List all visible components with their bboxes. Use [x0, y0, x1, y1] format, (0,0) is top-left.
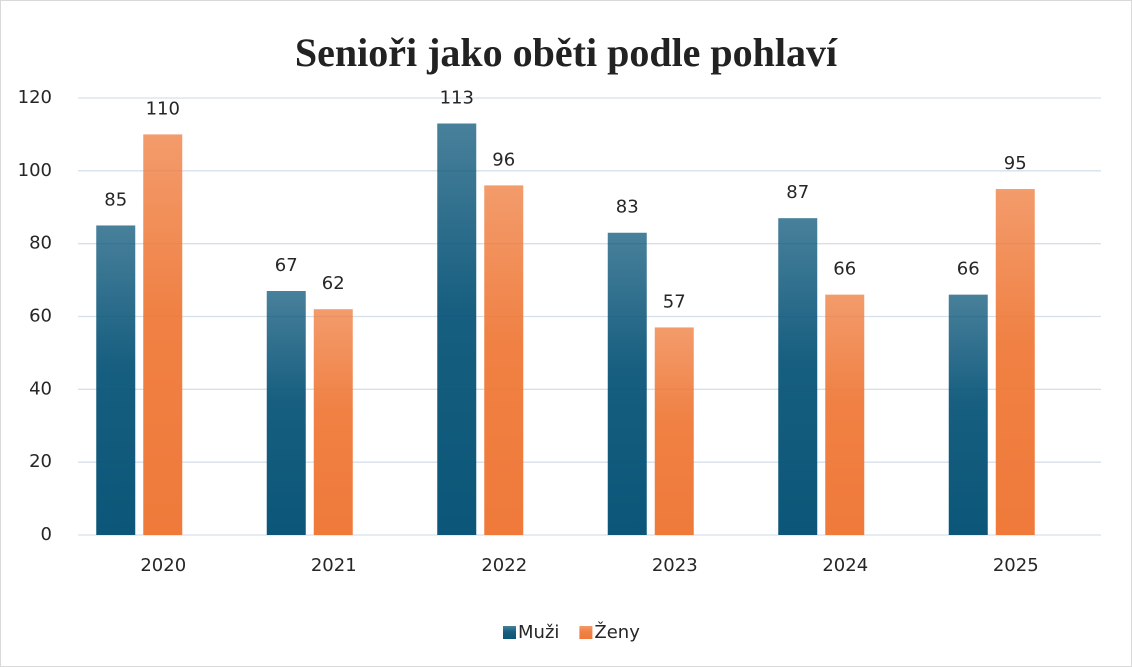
y-tick-label: 40	[29, 378, 52, 399]
bar	[484, 185, 524, 535]
bar	[266, 291, 306, 535]
data-label: 113	[440, 87, 474, 108]
bar	[948, 294, 988, 535]
legend-label: Muži	[518, 622, 559, 643]
x-tick-label: 2021	[311, 555, 357, 576]
y-tick-label: 80	[29, 233, 52, 254]
bar	[143, 134, 183, 535]
data-label: 83	[616, 197, 639, 218]
x-tick-label: 2024	[822, 555, 868, 576]
y-tick-label: 20	[29, 451, 52, 472]
x-tick-label: 2023	[652, 555, 698, 576]
data-label: 66	[957, 259, 980, 280]
data-label: 96	[492, 149, 515, 170]
y-tick-label: 120	[18, 87, 52, 108]
bar	[995, 189, 1035, 535]
data-label: 57	[663, 291, 686, 312]
x-tick-label: 2022	[481, 555, 527, 576]
data-label: 62	[322, 273, 345, 294]
y-tick-label: 60	[29, 306, 52, 327]
bar	[607, 232, 647, 535]
data-label: 95	[1004, 153, 1027, 174]
data-label: 85	[104, 189, 127, 210]
x-tick-label: 2025	[993, 555, 1039, 576]
legend-label: Ženy	[594, 621, 640, 643]
data-label: 67	[275, 255, 298, 276]
x-tick-label: 2020	[140, 555, 186, 576]
legend-swatch	[579, 626, 593, 639]
y-tick-label: 0	[41, 524, 52, 545]
chart-title: Senioři jako oběti podle pohlaví	[295, 30, 838, 75]
data-label: 87	[786, 182, 809, 203]
y-tick-label: 100	[18, 160, 52, 181]
bar	[825, 294, 865, 535]
bar	[654, 327, 694, 535]
legend-swatch	[503, 626, 516, 639]
bar	[96, 225, 136, 536]
bar	[313, 309, 353, 535]
data-label: 110	[146, 98, 180, 119]
data-label: 66	[833, 259, 856, 280]
bar	[778, 218, 818, 536]
bar	[437, 123, 477, 535]
